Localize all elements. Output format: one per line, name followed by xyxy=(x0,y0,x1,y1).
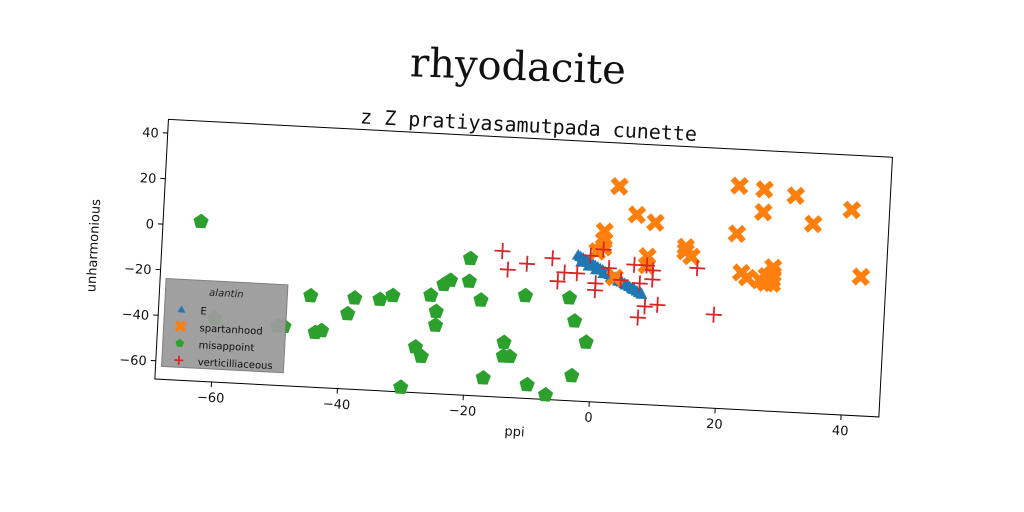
point-plus xyxy=(705,306,722,323)
axis-ticks: −60 −40 −20 0 20 40 −60 −40 −20 0 20 40 xyxy=(119,126,849,440)
legend-title: alantin xyxy=(209,288,244,301)
point-pentagon xyxy=(193,213,209,229)
point-x xyxy=(851,267,871,287)
x-tick-label: 20 xyxy=(706,417,723,433)
point-x xyxy=(842,200,862,220)
point-pentagon xyxy=(303,287,319,303)
y-axis-label: unharmonious xyxy=(84,198,104,292)
legend-marker-plus xyxy=(174,355,184,365)
x-tick-label: −20 xyxy=(448,403,476,419)
point-pentagon xyxy=(564,367,580,383)
point-pentagon xyxy=(427,317,444,332)
legend-label: verticilliaceous xyxy=(197,357,272,372)
point-plus xyxy=(544,250,561,267)
point-plus xyxy=(494,243,511,260)
y-tick-label: −40 xyxy=(121,307,149,323)
point-triangle xyxy=(575,256,588,268)
point-x xyxy=(730,176,749,196)
point-pentagon xyxy=(442,272,459,287)
point-x xyxy=(646,213,665,232)
data-marks xyxy=(193,176,871,402)
point-x xyxy=(682,247,701,266)
y-tick-label: −60 xyxy=(119,353,147,369)
point-plus xyxy=(649,296,666,313)
point-pentagon xyxy=(423,287,439,302)
point-pentagon xyxy=(502,348,518,364)
point-pentagon xyxy=(393,379,409,395)
plot-area xyxy=(154,118,893,418)
point-x xyxy=(762,274,782,293)
point-triangle xyxy=(634,286,647,298)
legend-label: spartanhood xyxy=(199,323,263,337)
legend-label: E xyxy=(200,306,207,317)
point-triangle xyxy=(626,282,639,294)
point-plus xyxy=(582,247,599,264)
x-tick-label: −60 xyxy=(197,390,225,406)
point-pentagon xyxy=(561,290,578,305)
point-plus xyxy=(629,309,646,326)
point-pentagon xyxy=(567,313,583,328)
point-triangle xyxy=(582,259,595,271)
point-pentagon xyxy=(428,303,444,319)
x-tick-label: 40 xyxy=(832,424,849,440)
y-tick-label: 0 xyxy=(145,217,154,232)
point-plus xyxy=(636,298,653,315)
point-x xyxy=(753,202,773,222)
point-plus xyxy=(600,260,617,277)
y-tick-label: 20 xyxy=(139,171,156,187)
point-plus xyxy=(631,275,648,292)
point-pentagon xyxy=(385,287,401,303)
point-x xyxy=(731,263,751,283)
point-pentagon xyxy=(517,287,534,303)
point-x xyxy=(786,186,806,205)
point-pentagon xyxy=(463,250,479,266)
x-tick-label: 0 xyxy=(584,411,593,426)
y-tick-label: 40 xyxy=(142,126,159,142)
point-pentagon xyxy=(578,334,594,349)
point-pentagon xyxy=(473,292,489,307)
point-plus xyxy=(644,271,661,288)
point-plus xyxy=(499,261,516,278)
point-pentagon xyxy=(519,376,535,392)
x-axis-label: ppi xyxy=(504,424,525,440)
point-x xyxy=(803,214,823,234)
point-pentagon xyxy=(314,322,330,338)
point-x xyxy=(627,205,647,225)
point-triangle xyxy=(589,263,602,275)
legend-marker-x xyxy=(174,320,187,333)
point-plus xyxy=(587,282,604,299)
point-plus xyxy=(595,241,612,258)
point-plus xyxy=(518,255,536,272)
legend-marker-triangle xyxy=(177,305,186,313)
point-x xyxy=(605,268,625,287)
x-tick-label: −40 xyxy=(322,397,350,413)
point-plus xyxy=(612,272,629,289)
point-plus xyxy=(569,265,586,282)
point-pentagon xyxy=(413,348,429,364)
point-pentagon xyxy=(461,273,478,288)
point-x xyxy=(727,224,747,244)
point-x xyxy=(610,177,629,196)
point-pentagon xyxy=(372,291,388,307)
point-pentagon xyxy=(340,305,356,321)
point-triangle xyxy=(619,278,632,291)
legend-box xyxy=(160,277,289,374)
legend-label: misappoint xyxy=(198,340,254,354)
point-pentagon xyxy=(537,386,554,402)
point-pentagon xyxy=(496,334,512,350)
point-pentagon xyxy=(475,370,491,385)
point-x xyxy=(755,180,774,199)
legend-marker-pentagon xyxy=(175,338,185,347)
point-triangle xyxy=(597,267,610,279)
point-pentagon xyxy=(347,290,363,305)
point-plus xyxy=(549,273,566,290)
point-plus xyxy=(689,260,706,277)
y-tick-label: −20 xyxy=(124,262,152,278)
